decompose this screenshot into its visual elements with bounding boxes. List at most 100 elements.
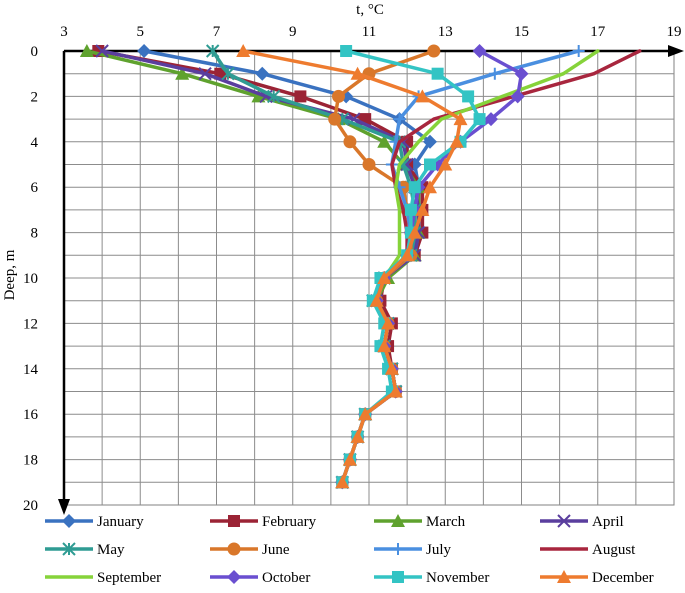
series-lines bbox=[79, 44, 642, 490]
legend-swatch-marker bbox=[391, 514, 405, 527]
legend-label: February bbox=[262, 514, 317, 530]
data-point bbox=[342, 452, 357, 466]
data-point bbox=[358, 407, 373, 421]
data-point bbox=[236, 44, 251, 57]
legend-label: July bbox=[426, 542, 452, 558]
data-point bbox=[572, 45, 585, 57]
x-tick-label: 13 bbox=[438, 24, 453, 40]
legend-item-september: September bbox=[45, 570, 161, 586]
data-point bbox=[388, 384, 403, 398]
data-point bbox=[510, 89, 525, 104]
series-december bbox=[236, 44, 468, 489]
x-tick-label: 5 bbox=[137, 24, 145, 40]
data-point bbox=[198, 66, 212, 81]
y-axis-arrow bbox=[58, 499, 70, 515]
data-point bbox=[369, 293, 384, 307]
legend-label: October bbox=[262, 570, 310, 586]
data-point bbox=[462, 90, 475, 103]
legend-swatch-marker bbox=[228, 515, 240, 527]
x-tick-label: 11 bbox=[362, 24, 376, 40]
legend-label: May bbox=[97, 542, 125, 558]
legend-item-november: November bbox=[374, 570, 489, 586]
data-point bbox=[79, 44, 94, 57]
legend-item-august: August bbox=[540, 542, 636, 558]
y-axis-title: Deep, m bbox=[2, 249, 18, 300]
y-tick-label: 12 bbox=[23, 316, 38, 332]
legend-item-october: October bbox=[210, 570, 310, 586]
data-point bbox=[407, 225, 422, 239]
y-tick-label: 8 bbox=[31, 226, 39, 242]
legend-label: March bbox=[426, 514, 466, 530]
data-point bbox=[427, 44, 441, 58]
data-point bbox=[340, 45, 353, 57]
x-tick-label: 17 bbox=[590, 24, 606, 40]
legend-item-december: December bbox=[540, 570, 654, 586]
legend-label: August bbox=[592, 542, 636, 558]
data-point bbox=[175, 66, 190, 80]
data-point bbox=[377, 134, 392, 148]
y-tick-label: 10 bbox=[23, 271, 38, 287]
data-point bbox=[377, 271, 392, 284]
data-point bbox=[255, 66, 270, 81]
data-point bbox=[384, 361, 399, 375]
y-tick-label: 6 bbox=[31, 180, 39, 196]
legend-swatch-marker bbox=[557, 514, 571, 528]
data-point bbox=[400, 248, 415, 262]
x-tick-label: 15 bbox=[514, 24, 529, 40]
data-point bbox=[415, 89, 430, 103]
axes: 3 5 7 9 11 13 15 17 19 0 2 4 6 8 10 12 14 16 18 20 bbox=[23, 24, 684, 515]
data-point bbox=[362, 158, 376, 171]
data-point bbox=[408, 181, 421, 194]
data-point bbox=[332, 89, 345, 103]
data-point bbox=[404, 203, 417, 216]
x-axis-title: t, °C bbox=[356, 2, 384, 18]
legend-label: December bbox=[592, 570, 654, 586]
legend-swatch-marker bbox=[62, 514, 76, 528]
data-point bbox=[431, 67, 444, 80]
legend-label: April bbox=[592, 514, 624, 530]
legend-swatch-marker bbox=[392, 571, 404, 583]
data-point bbox=[343, 135, 357, 149]
legend-item-june: June bbox=[210, 542, 290, 558]
data-point bbox=[294, 90, 307, 103]
x-tick-label: 9 bbox=[289, 24, 297, 40]
x-tick-label: 19 bbox=[667, 24, 682, 40]
data-point bbox=[473, 113, 486, 126]
legend-swatch-marker bbox=[392, 543, 404, 555]
data-point bbox=[424, 158, 436, 171]
x-tick-label: 7 bbox=[213, 24, 221, 40]
legend-item-january: January bbox=[45, 514, 144, 530]
x-axis-arrow bbox=[668, 45, 684, 57]
legend-item-march: March bbox=[374, 514, 466, 530]
legend-swatch-marker bbox=[557, 570, 571, 583]
legend-label: November bbox=[426, 570, 489, 586]
legend: January February March April May June July Augu… bbox=[45, 514, 654, 586]
data-point bbox=[423, 134, 437, 149]
x-tick-label: 3 bbox=[60, 24, 68, 40]
legend-label: June bbox=[262, 542, 290, 558]
legend-item-february: February bbox=[210, 514, 317, 530]
data-point bbox=[328, 112, 342, 126]
data-point bbox=[95, 44, 109, 58]
y-tick-label: 4 bbox=[31, 135, 39, 151]
data-point bbox=[484, 112, 498, 127]
y-tick-label: 0 bbox=[31, 44, 39, 60]
data-point bbox=[350, 66, 365, 80]
data-point bbox=[377, 339, 392, 353]
data-point bbox=[438, 157, 453, 171]
data-point bbox=[350, 429, 365, 443]
data-point bbox=[453, 112, 468, 126]
y-tick-label: 16 bbox=[23, 407, 39, 423]
data-point bbox=[266, 89, 281, 104]
data-point bbox=[221, 66, 235, 81]
data-point bbox=[472, 44, 487, 58]
y-tick-label: 18 bbox=[23, 453, 38, 469]
data-point bbox=[393, 113, 406, 126]
data-point bbox=[423, 180, 437, 194]
legend-swatch-marker bbox=[227, 570, 241, 584]
data-point bbox=[137, 44, 152, 58]
legend-swatch-marker bbox=[227, 542, 241, 556]
data-point bbox=[514, 66, 529, 81]
legend-swatch-marker bbox=[62, 542, 76, 556]
